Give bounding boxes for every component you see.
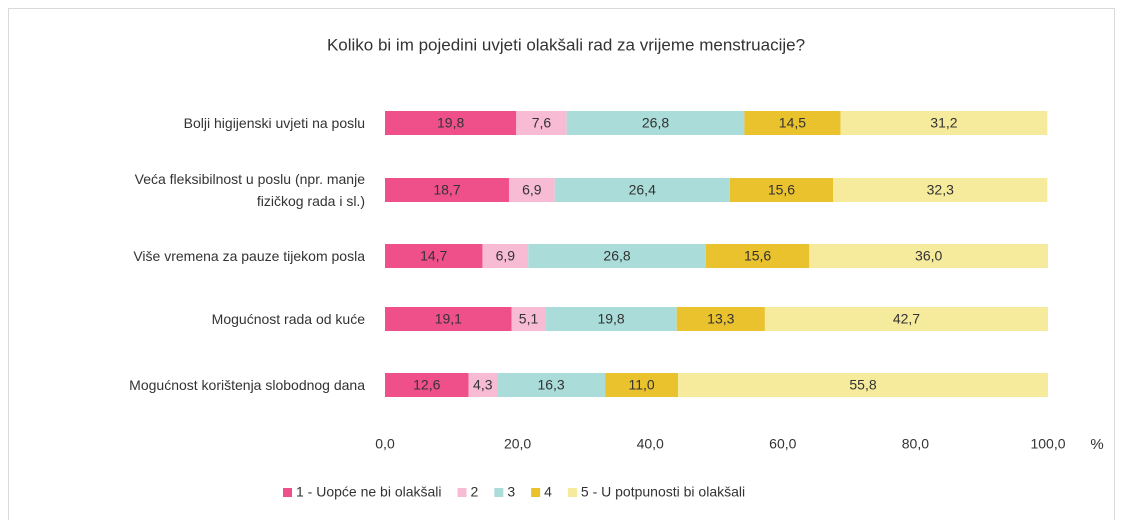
legend-swatch (494, 488, 504, 497)
data-label: 6,9 (496, 248, 516, 264)
category-label: Veća fleksibilnost u poslu (npr. manje f… (134, 171, 365, 209)
bar-segment (744, 111, 841, 135)
legend-swatch (457, 488, 467, 497)
bar-segment (554, 178, 730, 202)
bar-segment (528, 244, 706, 268)
category-label: Više vremena za pauze tijekom posla (133, 248, 365, 264)
x-tick-label: 0,0 (375, 436, 395, 452)
bar-segment (840, 111, 1048, 135)
data-label: 19,1 (435, 311, 462, 327)
data-label: 36,0 (915, 248, 942, 264)
bar-segment (605, 373, 679, 397)
bar-segment (764, 307, 1048, 331)
data-label: 31,2 (930, 115, 957, 131)
data-label: 4,3 (473, 377, 493, 393)
legend-label: 1 - Uopće ne bi olakšali (296, 484, 442, 500)
category-label: Mogućnost korištenja slobodnog dana (129, 377, 365, 393)
bar-segment (385, 373, 469, 397)
bar-segment (809, 244, 1048, 268)
category-label: Bolji higijenski uvjeti na poslu (183, 115, 365, 131)
x-tick-label: 20,0 (504, 436, 531, 452)
bar-segment (385, 111, 517, 135)
x-axis-unit: % (1090, 436, 1103, 453)
data-label: 26,8 (603, 248, 630, 264)
bar-segment (385, 178, 509, 202)
bar-segment (385, 244, 483, 268)
bar-segment (545, 307, 677, 331)
bar-segment (729, 178, 834, 202)
data-label: 15,6 (768, 182, 795, 198)
bar-segment (678, 373, 1048, 397)
x-tick-label: 100,0 (1030, 436, 1065, 452)
data-label: 16,3 (537, 377, 564, 393)
bar-segment (705, 244, 810, 268)
data-label: 55,8 (849, 377, 876, 393)
data-label: 12,6 (413, 377, 440, 393)
data-label: 15,6 (744, 248, 771, 264)
bar-segment (508, 178, 555, 202)
data-label: 7,6 (532, 115, 552, 131)
legend-swatch (531, 488, 541, 497)
data-label: 11,0 (628, 377, 654, 393)
legend-swatch (567, 488, 577, 497)
chart-border (8, 8, 1115, 520)
bar-segment (676, 307, 765, 331)
legend-label: 3 (507, 484, 515, 500)
bar-segment (566, 111, 745, 135)
data-label: 26,8 (642, 115, 669, 131)
data-label: 5,1 (519, 311, 539, 327)
legend-label: 4 (544, 484, 552, 500)
data-label: 42,7 (893, 311, 920, 327)
bar-segment (516, 111, 567, 135)
data-label: 14,5 (779, 115, 806, 131)
x-tick-label: 80,0 (902, 436, 929, 452)
category-label: Mogućnost rada od kuće (211, 311, 365, 327)
data-label: 26,4 (629, 182, 656, 198)
data-label: 19,8 (437, 115, 464, 131)
legend-label: 2 (471, 484, 479, 500)
data-label: 14,7 (420, 248, 447, 264)
bar-segment (497, 373, 606, 397)
x-tick-label: 60,0 (769, 436, 796, 452)
data-label: 18,7 (433, 182, 460, 198)
data-label: 6,9 (522, 182, 542, 198)
data-label: 19,8 (597, 311, 624, 327)
data-label: 13,3 (707, 311, 734, 327)
bar-segment (511, 307, 546, 331)
x-tick-label: 40,0 (637, 436, 664, 452)
bar-segment (833, 178, 1048, 202)
bar-segment (482, 244, 529, 268)
chart-title: Koliko bi im pojedini uvjeti olakšali ra… (327, 35, 805, 54)
bar-segment (468, 373, 498, 397)
legend-label: 5 - U potpunosti bi olakšali (581, 484, 745, 500)
data-label: 32,3 (927, 182, 954, 198)
bar-segment (385, 307, 512, 331)
legend-swatch (283, 488, 292, 497)
